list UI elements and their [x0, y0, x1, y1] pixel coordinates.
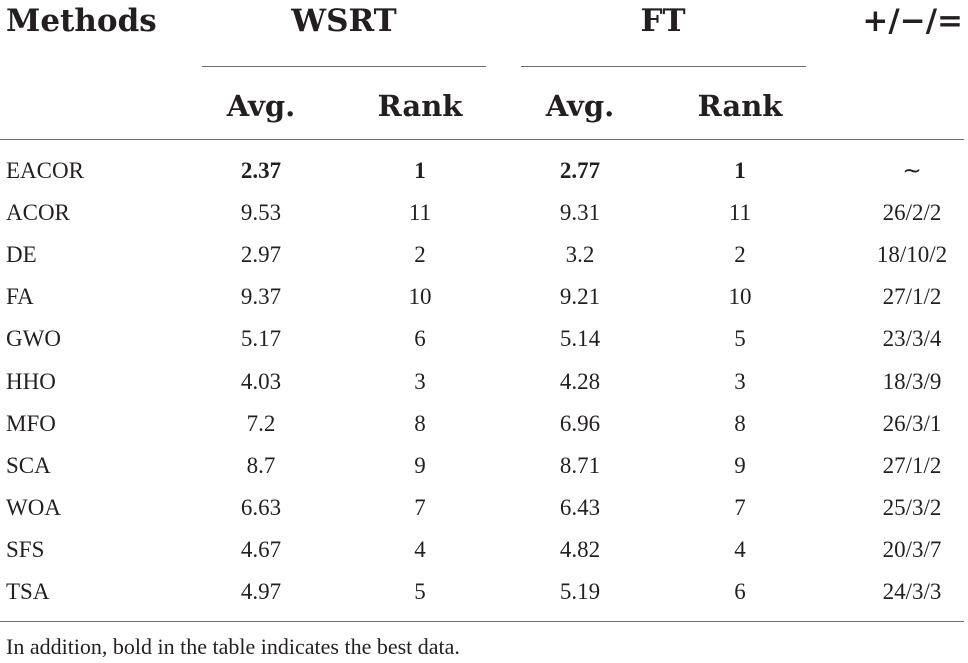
cell-ft-rank: 6 — [734, 579, 746, 604]
cell-method: TSA — [6, 579, 50, 604]
cell-plus-minus-equal: 24/3/3 — [882, 579, 942, 604]
cell-method: GWO — [6, 326, 61, 352]
cell-ft-rank: 8 — [734, 410, 746, 436]
cell-plus-minus-equal: 27/1/2 — [882, 452, 942, 478]
cell-ft-rank: 9 — [734, 452, 746, 478]
cell-method: EACOR — [6, 158, 84, 183]
cell-wsrt-avg: 8.7 — [246, 452, 276, 478]
header-wsrt-rank: Rank — [377, 89, 463, 123]
cell-method: SCA — [6, 452, 51, 478]
cell-ft-avg: 6.96 — [559, 410, 601, 436]
header-wsrt: WSRT — [291, 3, 397, 39]
cell-method: MFO — [6, 410, 56, 436]
cell-plus-minus-equal: 26/3/1 — [882, 410, 942, 436]
cell-ft-rank: 3 — [734, 368, 746, 394]
wsrt-group-rule — [202, 66, 486, 67]
cell-plus-minus-equal: 18/10/2 — [876, 242, 948, 268]
cell-plus-minus-equal: 27/1/2 — [882, 284, 942, 310]
cell-plus-minus-equal: ∼ — [902, 158, 922, 183]
header-ft-avg: Avg. — [545, 89, 615, 123]
cell-ft-avg: 2.77 — [559, 158, 601, 183]
cell-method: SFS — [6, 536, 45, 562]
ft-group-rule — [521, 66, 806, 67]
cell-wsrt-avg: 4.97 — [240, 579, 282, 604]
cell-ft-avg: 8.71 — [559, 452, 601, 478]
cell-plus-minus-equal: 25/3/2 — [882, 494, 942, 520]
cell-wsrt-avg: 9.37 — [240, 284, 282, 310]
cell-ft-avg: 9.21 — [559, 284, 601, 310]
header-bottom-rule — [0, 139, 964, 140]
header-plus-minus-equal: +/−/= — [862, 3, 963, 39]
cell-wsrt-rank: 8 — [414, 410, 426, 436]
cell-wsrt-avg: 7.2 — [246, 410, 276, 436]
header-ft-rank: Rank — [697, 89, 783, 123]
cell-wsrt-rank: 4 — [414, 536, 426, 562]
cell-wsrt-avg: 2.37 — [240, 158, 282, 183]
cell-wsrt-avg: 6.63 — [240, 494, 282, 520]
cell-method: WOA — [6, 494, 61, 520]
table-footnote: In addition, bold in the table indicates… — [6, 634, 460, 659]
cell-ft-rank: 1 — [734, 158, 746, 183]
cell-wsrt-rank: 9 — [414, 452, 426, 478]
cell-wsrt-avg: 2.97 — [240, 242, 282, 268]
cell-wsrt-avg: 9.53 — [240, 200, 282, 226]
cell-plus-minus-equal: 26/2/2 — [882, 200, 942, 226]
cell-wsrt-avg: 4.67 — [240, 536, 282, 562]
cell-ft-rank: 2 — [734, 242, 746, 268]
cell-method: ACOR — [6, 200, 70, 226]
cell-wsrt-rank: 5 — [414, 579, 426, 604]
cell-method: DE — [6, 242, 37, 268]
cell-ft-rank: 4 — [734, 536, 746, 562]
cell-wsrt-rank: 2 — [414, 242, 426, 268]
cell-wsrt-avg: 5.17 — [240, 326, 282, 352]
cell-plus-minus-equal: 18/3/9 — [882, 368, 942, 394]
cell-method: HHO — [6, 368, 56, 394]
cell-ft-avg: 5.14 — [559, 326, 601, 352]
cell-method: FA — [6, 284, 34, 310]
cell-wsrt-rank: 1 — [414, 158, 426, 183]
cell-ft-rank: 7 — [734, 494, 746, 520]
cell-ft-avg: 4.28 — [559, 368, 601, 394]
cell-ft-avg: 9.31 — [559, 200, 601, 226]
cell-ft-avg: 4.82 — [559, 536, 601, 562]
cell-ft-avg: 3.2 — [565, 242, 595, 268]
cell-wsrt-avg: 4.03 — [240, 368, 282, 394]
cell-plus-minus-equal: 20/3/7 — [882, 536, 942, 562]
cell-ft-rank: 5 — [734, 326, 746, 352]
header-methods: Methods — [6, 3, 157, 39]
cell-ft-rank: 10 — [728, 284, 752, 310]
cell-wsrt-rank: 10 — [408, 284, 432, 310]
cell-ft-avg: 5.19 — [559, 579, 601, 604]
cell-plus-minus-equal: 23/3/4 — [882, 326, 942, 352]
cell-wsrt-rank: 6 — [414, 326, 426, 352]
cell-wsrt-rank: 3 — [414, 368, 426, 394]
table-bottom-rule — [0, 621, 964, 622]
header-ft: FT — [640, 3, 686, 39]
cell-wsrt-rank: 11 — [408, 200, 432, 226]
header-wsrt-avg: Avg. — [226, 89, 296, 123]
cell-ft-rank: 11 — [728, 200, 752, 226]
cell-ft-avg: 6.43 — [559, 494, 601, 520]
cell-wsrt-rank: 7 — [414, 494, 426, 520]
